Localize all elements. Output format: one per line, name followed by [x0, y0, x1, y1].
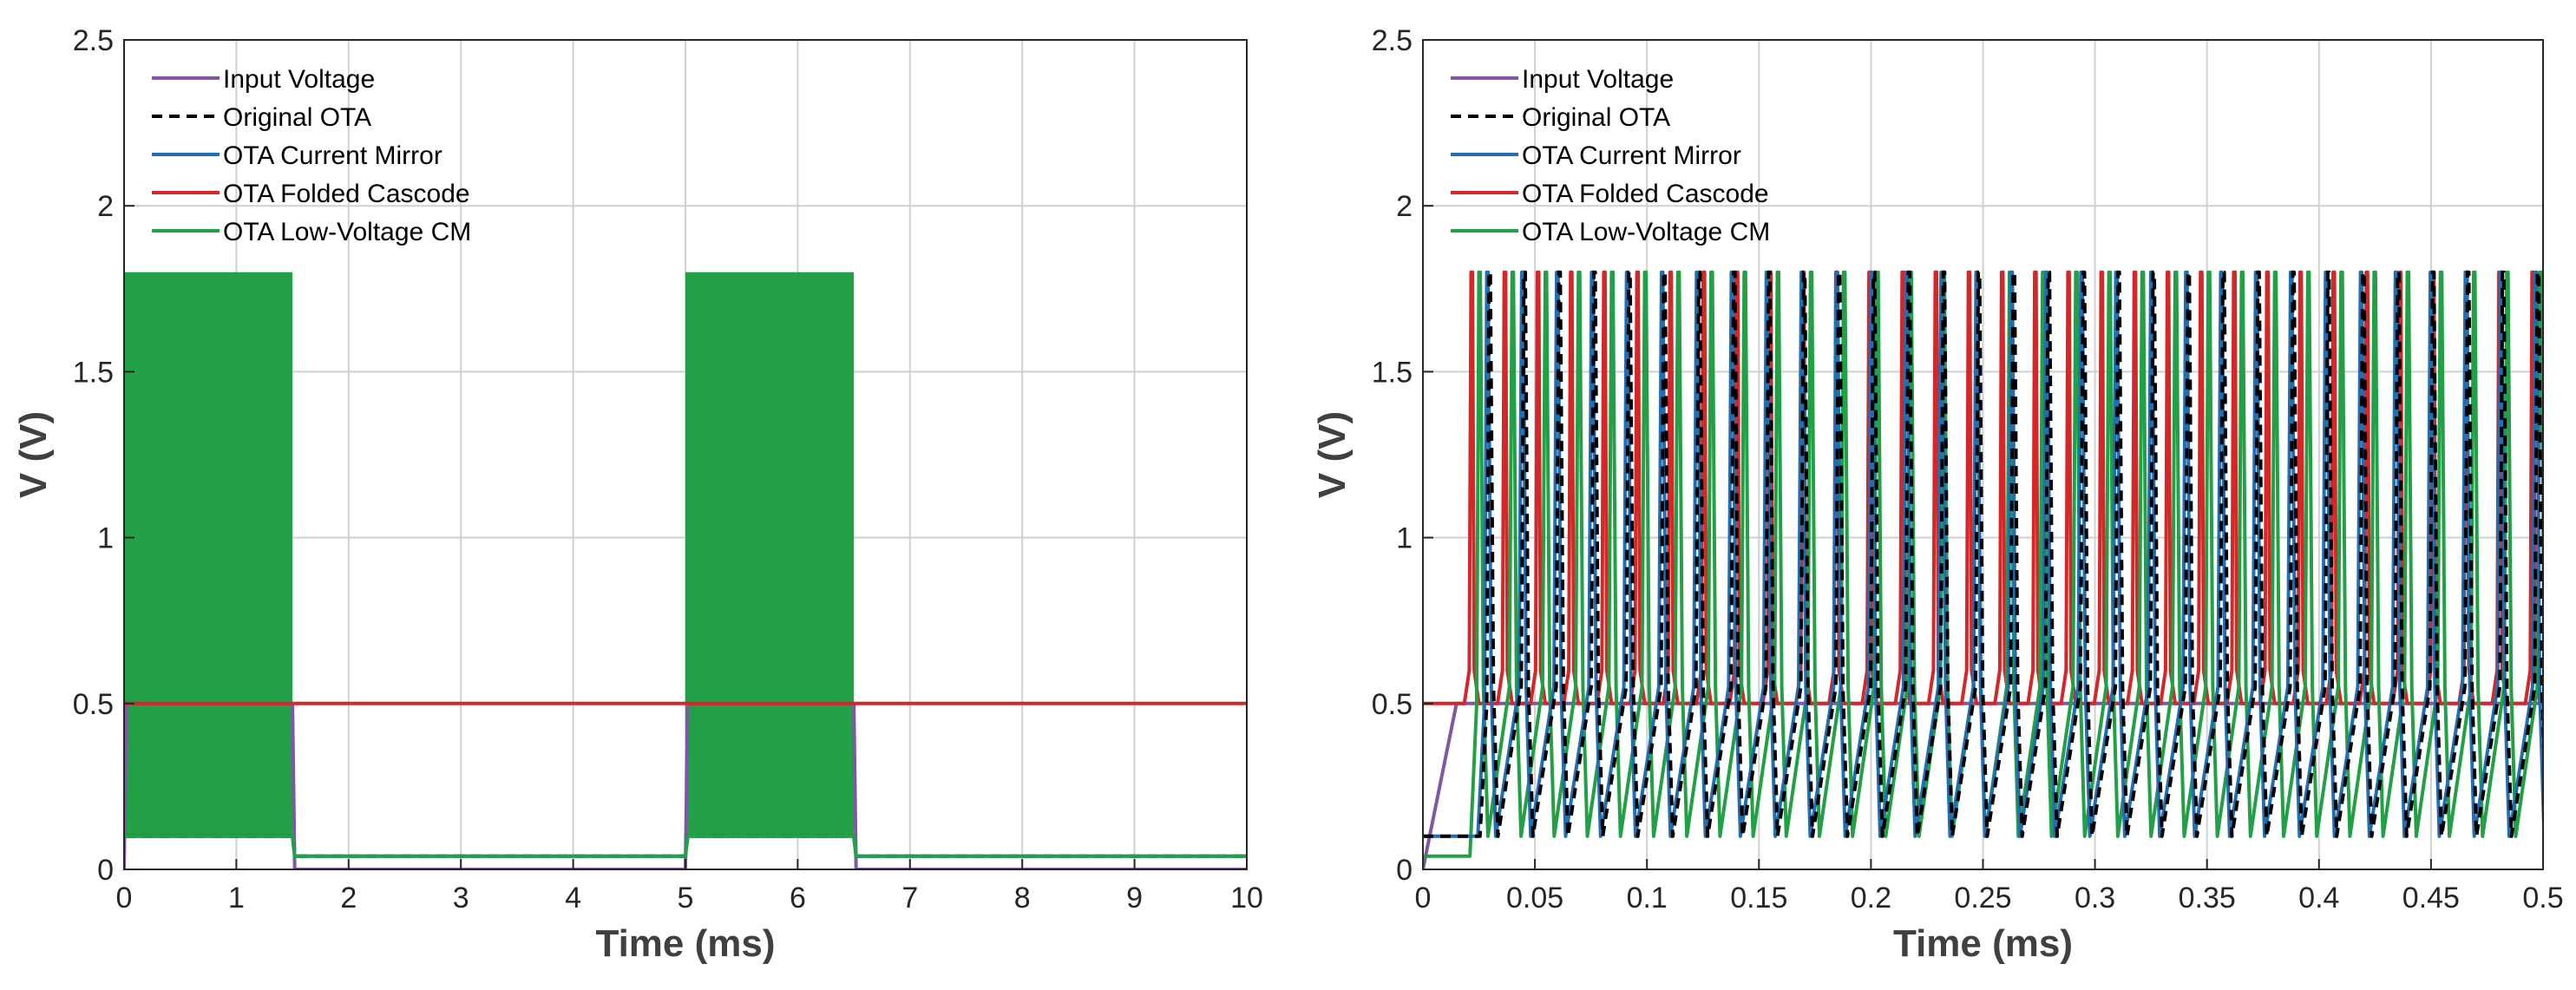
right-legend-label-original: Original OTA [1522, 103, 1670, 132]
left-ticks: 0 1 2 3 4 5 6 7 8 9 10 0 0.5 1 1.5 2 2.5 [73, 24, 1263, 915]
left-x-tick-label: 3 [453, 882, 469, 915]
right-x-tick-label: 0.15 [1730, 882, 1787, 915]
left-x-tick-label: 7 [901, 882, 918, 915]
right-y-tick-label: 1.5 [1372, 356, 1413, 389]
left-x-tick-label: 9 [1126, 882, 1143, 915]
left-spiking-band [685, 272, 855, 836]
left-legend: Input Voltage Original OTA OTA Current Mir… [152, 65, 471, 246]
left-x-tick-label: 2 [340, 882, 357, 915]
left-y-tick-label: 2.5 [73, 24, 114, 57]
left-x-tick-label: 5 [678, 882, 694, 915]
right-ticks: 0 0.05 0.1 0.15 0.2 0.25 0.3 0.35 0.4 0.45 0.5 0 0.5… [1372, 24, 2564, 915]
left-legend-label-current-mirror: OTA Current Mirror [223, 141, 442, 170]
chart-right: 0 0.05 0.1 0.15 0.2 0.25 0.3 0.35 0.4 0.45 0.5 0 0.5… [1311, 24, 2564, 965]
right-series-current-mirror [1423, 270, 2543, 838]
right-x-tick-label: 0.5 [2522, 882, 2563, 915]
right-x-tick-label: 0.1 [1627, 882, 1668, 915]
left-x-tick-label: 4 [565, 882, 581, 915]
left-legend-label-input: Input Voltage [223, 65, 375, 94]
left-legend-label-folded-cascode: OTA Folded Cascode [223, 180, 470, 208]
left-x-axis-label: Time (ms) [595, 922, 775, 965]
right-x-tick-label: 0.45 [2402, 882, 2460, 915]
left-y-tick-label: 1 [97, 522, 114, 555]
right-x-tick-label: 0.3 [2075, 882, 2115, 915]
left-y-tick-label: 0.5 [73, 688, 114, 721]
right-legend-label-input: Input Voltage [1522, 65, 1674, 94]
left-y-tick-label: 2 [97, 190, 114, 223]
left-x-tick-label: 0 [116, 882, 133, 915]
right-y-tick-label: 1 [1396, 522, 1413, 555]
left-x-tick-label: 1 [228, 882, 245, 915]
right-plot-area [1423, 270, 2543, 869]
right-y-tick-label: 2.5 [1372, 24, 1413, 57]
right-x-tick-label: 0.35 [2179, 882, 2236, 915]
left-x-tick-label: 6 [790, 882, 806, 915]
right-x-tick-label: 0 [1415, 882, 1432, 915]
right-y-tick-label: 2 [1396, 190, 1413, 223]
left-x-tick-label: 10 [1230, 882, 1263, 915]
right-legend-label-current-mirror: OTA Current Mirror [1522, 141, 1741, 170]
left-y-tick-label: 1.5 [73, 356, 114, 389]
right-x-tick-label: 0.25 [1954, 882, 2011, 915]
left-spiking-band [124, 272, 293, 836]
right-x-axis-label: Time (ms) [1893, 922, 2073, 965]
right-y-tick-label: 0.5 [1372, 688, 1413, 721]
right-y-tick-label: 0 [1396, 854, 1413, 887]
left-y-tick-label: 0 [97, 854, 114, 887]
right-x-tick-label: 0.2 [1851, 882, 1891, 915]
right-legend-label-folded-cascode: OTA Folded Cascode [1522, 180, 1769, 208]
right-x-tick-label: 0.05 [1506, 882, 1563, 915]
left-plot-area [124, 272, 1247, 869]
right-y-axis-label: V (V) [1311, 411, 1354, 498]
left-x-tick-label: 8 [1014, 882, 1031, 915]
left-series-low-voltage-cm [124, 834, 1247, 858]
right-x-tick-label: 0.4 [2298, 882, 2339, 915]
right-legend-label-low-voltage-cm: OTA Low-Voltage CM [1522, 218, 1770, 246]
left-legend-label-low-voltage-cm: OTA Low-Voltage CM [223, 218, 471, 246]
right-series-original [1423, 270, 2543, 838]
right-legend: Input Voltage Original OTA OTA Current Mir… [1451, 65, 1770, 246]
chart-left: 0 1 2 3 4 5 6 7 8 9 10 0 0.5 1 1.5 2 2.5 Input Voltage Or… [12, 24, 1263, 965]
left-legend-label-original: Original OTA [223, 103, 371, 132]
left-y-axis-label: V (V) [12, 411, 55, 498]
